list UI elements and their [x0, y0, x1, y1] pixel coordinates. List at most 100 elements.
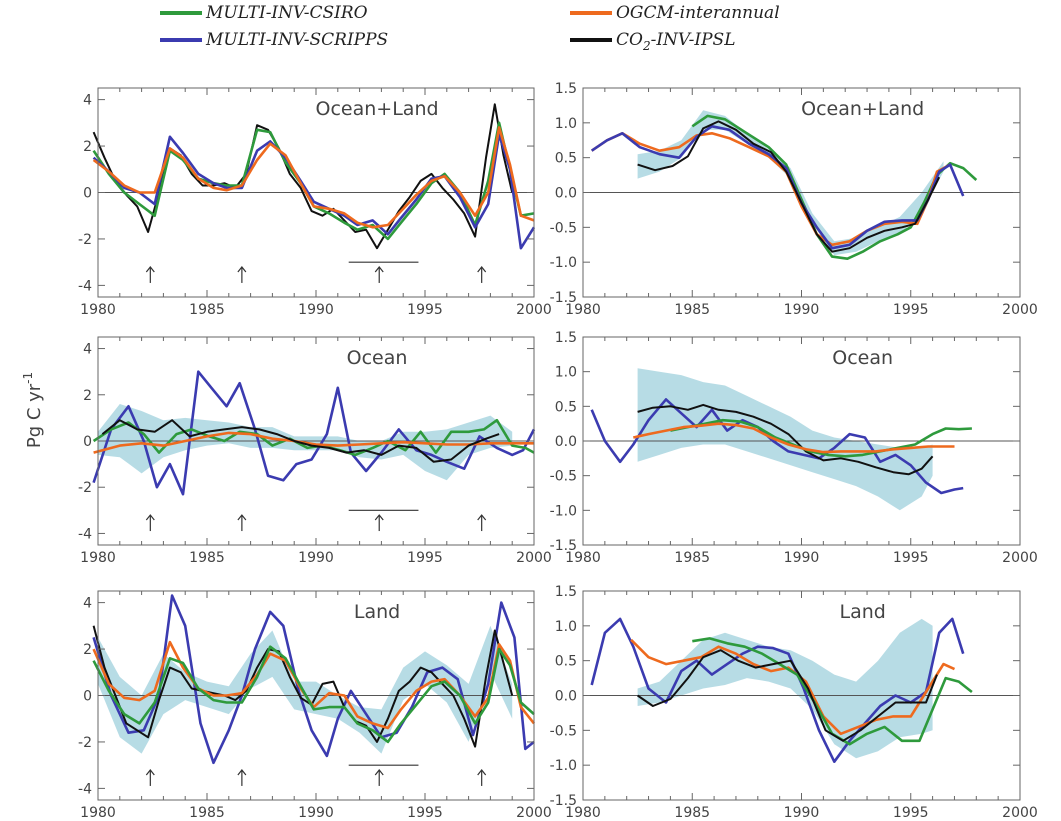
- y-tick-label: 0.0: [555, 186, 577, 202]
- event-arrowhead: [145, 265, 155, 273]
- panel-title: Ocean+Land: [801, 98, 924, 120]
- series-line-ipsl: [637, 649, 938, 742]
- series-line-csiro: [92, 645, 535, 744]
- legend-text: MULTI-INV-CSIRO: [205, 3, 368, 23]
- x-tick-label: 1980: [80, 805, 116, 821]
- y-tick-label: -1.0: [550, 758, 577, 774]
- x-tick-label: 2000: [1002, 550, 1038, 566]
- event-arrowhead: [374, 265, 384, 273]
- uncertainty-band: [637, 618, 933, 759]
- x-tick-label: 1990: [784, 805, 820, 821]
- y-axis-label: Pg C yr-1: [21, 372, 45, 448]
- series-line-ipsl: [101, 419, 500, 463]
- event-arrowhead: [477, 768, 487, 776]
- y-tick-label: 2: [83, 139, 92, 155]
- uncertainty-band: [98, 625, 513, 754]
- event-arrowhead: [145, 514, 155, 521]
- event-arrowhead: [237, 768, 247, 776]
- y-tick-label: -4: [78, 278, 92, 294]
- uncertainty-band: [637, 368, 933, 511]
- event-arrowhead: [237, 265, 247, 273]
- x-tick-label: 1980: [565, 302, 601, 318]
- series-line-scripps: [92, 594, 535, 765]
- legend-label-csiro: MULTI-INV-CSIRO: [205, 3, 368, 23]
- y-tick-label: -0.5: [550, 469, 577, 485]
- series-line-scripps: [92, 370, 536, 496]
- x-tick-label: 1985: [674, 302, 710, 318]
- y-tick-label: -1.5: [550, 793, 577, 809]
- legend-label-ipsl: CO2-INV-IPSL: [616, 30, 735, 53]
- x-tick-label: 1985: [674, 805, 710, 821]
- series-line-ipsl: [92, 625, 514, 748]
- panel-title: Ocean+Land: [316, 98, 439, 120]
- y-tick-label: 0: [83, 434, 92, 450]
- y-tick-label: -1.0: [550, 255, 577, 271]
- y-tick-label: 4: [83, 596, 92, 612]
- panel-0: 1980 1985 1990 1995 2000 -4 -2 0 2 4 Ocean+Land: [78, 87, 552, 318]
- event-arrowhead: [374, 514, 384, 521]
- y-tick-label: 0.0: [555, 434, 577, 450]
- panel-4: 1980 1985 1990 1995 2000 -4 -2 0 2 4 Land: [78, 590, 552, 821]
- event-arrowhead: [477, 265, 487, 273]
- series-line-ipsl: [637, 403, 934, 476]
- series-line-ogcm: [92, 126, 535, 229]
- y-tick-label: -0.5: [550, 220, 577, 236]
- x-tick-label: 1995: [893, 550, 929, 566]
- x-tick-label: 1985: [189, 805, 225, 821]
- x-tick-label: 1985: [189, 302, 225, 318]
- panel-2: 1980 1985 1990 1995 2000 -4 -2 0 2 4 Ocean: [78, 336, 552, 566]
- legend-text-tail: -INV-IPSL: [651, 30, 736, 50]
- y-tick-label: 1.5: [555, 584, 577, 600]
- x-tick-label: 1995: [407, 550, 443, 566]
- y-tick-label: 4: [83, 93, 92, 109]
- x-tick-label: 1995: [893, 302, 929, 318]
- x-tick-label: 1980: [80, 302, 116, 318]
- y-tick-label: 1.5: [555, 81, 577, 97]
- panel-title: Land: [840, 601, 886, 623]
- y-tick-label: 1.0: [555, 619, 577, 635]
- series-line-scripps: [590, 617, 965, 763]
- y-tick-label: 0.5: [555, 399, 577, 415]
- event-arrowhead: [477, 514, 487, 521]
- series-line-scripps: [590, 398, 964, 495]
- event-arrowhead: [145, 768, 155, 776]
- x-tick-label: 1990: [784, 302, 820, 318]
- x-tick-label: 2000: [516, 805, 552, 821]
- series-line-scripps: [92, 133, 536, 250]
- x-tick-label: 1980: [80, 550, 116, 566]
- panel-title: Ocean: [832, 347, 893, 369]
- x-tick-label: 2000: [516, 550, 552, 566]
- y-axis-label-superscript: -1: [21, 372, 35, 384]
- panel-title: Land: [354, 601, 400, 623]
- panel-3: 1980 1985 1990 1995 2000 -1.5 -1.0 -0.5 0.0 0.5 1.…: [550, 330, 1038, 566]
- series-line-csiro: [670, 418, 972, 458]
- panel-1: 1980 1985 1990 1995 2000 -1.5 -1.0 -0.5 0.0 0.5 1.…: [550, 81, 1038, 318]
- x-tick-label: 1985: [189, 550, 225, 566]
- legend-text: MULTI-INV-SCRIPPS: [205, 30, 388, 50]
- legend: MULTI-INV-CSIRO MULTI-INV-SCRIPPS OGCM-int…: [160, 3, 780, 53]
- y-tick-label: -1.0: [550, 503, 577, 519]
- y-tick-label: 0.5: [555, 654, 577, 670]
- y-tick-label: -2: [78, 232, 92, 248]
- y-tick-label: 1.5: [555, 330, 577, 346]
- y-tick-label: -1.5: [550, 290, 577, 306]
- y-axis-label-group: Pg C yr-1: [21, 372, 45, 448]
- x-tick-label: 2000: [1002, 805, 1038, 821]
- y-tick-label: 1.0: [555, 116, 577, 132]
- series-line-ipsl: [92, 103, 514, 250]
- y-tick-label: 4: [83, 342, 92, 358]
- y-tick-label: 2: [83, 388, 92, 404]
- x-tick-label: 1980: [565, 805, 601, 821]
- y-tick-label: 2: [83, 642, 92, 658]
- x-tick-label: 1995: [407, 805, 443, 821]
- series-line-ipsl: [637, 120, 941, 253]
- x-tick-label: 1995: [893, 805, 929, 821]
- y-tick-label: -1.5: [550, 538, 577, 554]
- x-tick-label: 1990: [298, 550, 334, 566]
- y-tick-label: -2: [78, 735, 92, 751]
- y-tick-label: -2: [78, 480, 92, 496]
- legend-text: OGCM-interannual: [616, 3, 780, 23]
- x-tick-label: 1990: [784, 550, 820, 566]
- y-tick-label: 1.0: [555, 365, 577, 381]
- legend-text: CO: [616, 30, 643, 50]
